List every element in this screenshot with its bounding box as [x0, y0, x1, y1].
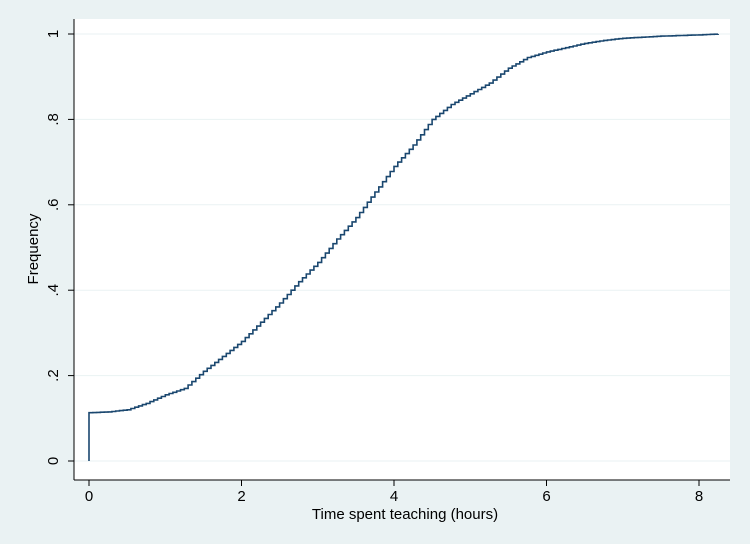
plot-area — [74, 19, 730, 480]
y-tick-label: 1 — [45, 30, 62, 38]
y-axis: 0 .2 .4 .6 .8 1 — [45, 19, 75, 480]
y-tick-label: .2 — [45, 369, 62, 382]
y-axis-title: Frequency — [25, 213, 42, 284]
y-tick-label: .6 — [45, 199, 62, 212]
y-tick-label: .4 — [45, 284, 62, 297]
x-tick-label: 4 — [390, 488, 398, 505]
y-tick-label: 0 — [45, 457, 62, 465]
x-tick-label: 0 — [85, 488, 93, 505]
x-axis-title: Time spent teaching (hours) — [312, 506, 498, 523]
cdf-series-line — [88, 33, 719, 461]
x-tick-label: 6 — [542, 488, 550, 505]
x-tick-label: 8 — [695, 488, 703, 505]
x-axis: 0 2 4 6 8 — [74, 479, 730, 505]
y-tick-label: .8 — [45, 113, 62, 126]
x-tick-label: 2 — [237, 488, 245, 505]
grid-lines — [74, 33, 730, 462]
